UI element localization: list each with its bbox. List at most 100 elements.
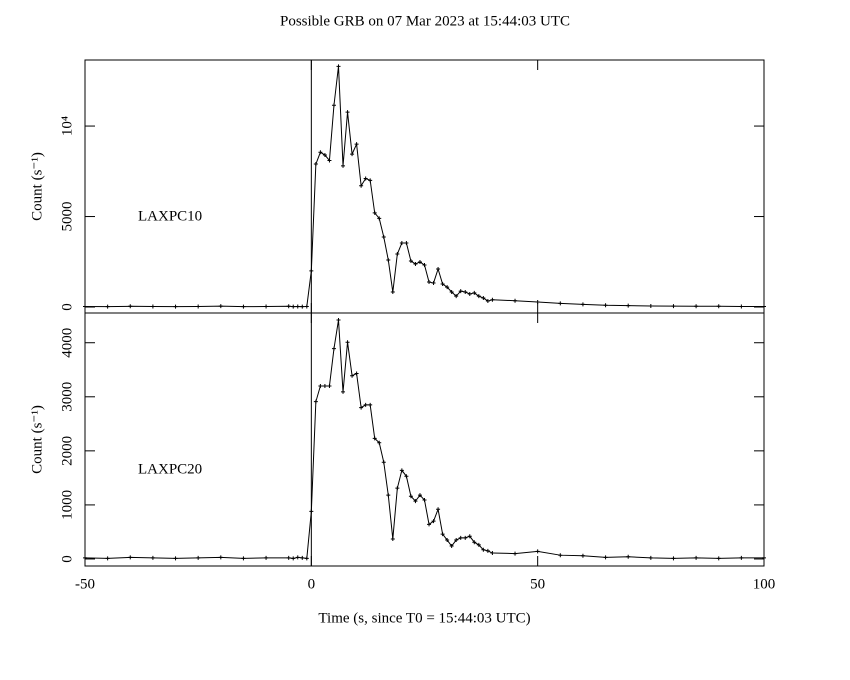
data-point xyxy=(150,555,155,560)
data-point xyxy=(445,285,450,290)
data-point xyxy=(291,304,296,309)
data-point xyxy=(417,259,422,264)
data-point xyxy=(694,304,699,309)
data-point xyxy=(445,538,450,543)
data-point xyxy=(295,555,300,560)
data-point xyxy=(264,304,269,309)
data-point xyxy=(485,299,490,304)
data-point xyxy=(173,556,178,561)
data-point xyxy=(386,257,391,262)
data-point xyxy=(671,556,676,561)
data-point xyxy=(408,259,413,264)
plot-frame xyxy=(84,312,765,567)
data-point xyxy=(431,519,436,524)
data-point xyxy=(463,290,468,295)
y-tick-label: 0 xyxy=(59,303,75,311)
data-point xyxy=(558,301,563,306)
data-point xyxy=(105,304,110,309)
data-point xyxy=(345,340,350,345)
data-point xyxy=(762,304,766,309)
data-point xyxy=(105,556,110,561)
data-point xyxy=(218,555,223,560)
data-point xyxy=(481,547,486,552)
data-point xyxy=(327,383,332,388)
data-point xyxy=(472,290,477,295)
data-point xyxy=(490,551,495,556)
data-point xyxy=(476,294,481,299)
data-point xyxy=(304,556,309,561)
data-point xyxy=(350,373,355,378)
data-point xyxy=(286,555,291,560)
y-tick-label: 2000 xyxy=(59,436,75,466)
data-point xyxy=(739,304,744,309)
data-point xyxy=(404,240,409,245)
data-point xyxy=(359,405,364,410)
data-point xyxy=(626,303,631,308)
data-point xyxy=(408,494,413,499)
data-point xyxy=(648,303,653,308)
y-axis-label: Count (s⁻¹) xyxy=(29,405,45,474)
data-point xyxy=(372,436,377,441)
data-point xyxy=(331,103,336,108)
data-point xyxy=(458,535,463,540)
data-point xyxy=(671,304,676,309)
data-point xyxy=(309,268,314,273)
y-tick-label: 5000 xyxy=(59,202,75,232)
data-point xyxy=(368,178,373,183)
data-point xyxy=(454,538,459,543)
data-point xyxy=(241,304,246,309)
y-tick-label: 10⁴ xyxy=(59,116,75,136)
data-point xyxy=(648,555,653,560)
data-point xyxy=(336,64,341,69)
data-point xyxy=(513,551,518,556)
data-point xyxy=(309,509,314,514)
data-point xyxy=(458,289,463,294)
data-point xyxy=(300,555,305,560)
data-point xyxy=(440,282,445,287)
data-line xyxy=(84,66,764,308)
data-point xyxy=(762,555,766,560)
data-point xyxy=(173,304,178,309)
data-point xyxy=(440,532,445,537)
data-point xyxy=(413,499,418,504)
x-tick-label: 0 xyxy=(308,576,316,592)
data-point xyxy=(313,162,318,167)
x-tick-label: 50 xyxy=(530,576,545,592)
data-point xyxy=(694,555,699,560)
data-point xyxy=(399,468,404,473)
data-point xyxy=(368,402,373,407)
data-point xyxy=(381,460,386,465)
data-point xyxy=(427,280,432,285)
data-point xyxy=(377,440,382,445)
data-point xyxy=(467,534,472,539)
data-point xyxy=(341,389,346,394)
data-point xyxy=(395,252,400,257)
data-point xyxy=(454,294,459,299)
data-point xyxy=(218,304,223,309)
data-point xyxy=(354,371,359,376)
x-axis-label: Time (s, since T0 = 15:44:03 UTC) xyxy=(318,610,530,626)
data-point xyxy=(83,304,87,309)
data-point xyxy=(449,543,454,548)
annotation: LAXPC10 xyxy=(138,208,202,224)
data-point xyxy=(481,295,486,300)
data-point xyxy=(318,150,323,155)
data-point xyxy=(399,240,404,245)
data-point xyxy=(300,304,305,309)
data-point xyxy=(327,158,332,163)
data-point xyxy=(422,263,427,268)
data-point xyxy=(472,540,477,545)
data-point xyxy=(390,536,395,541)
data-point xyxy=(422,498,427,503)
y-tick-label: 1000 xyxy=(59,490,75,520)
data-point xyxy=(449,290,454,295)
data-point xyxy=(363,176,368,181)
data-point xyxy=(83,555,87,560)
data-point xyxy=(322,383,327,388)
x-tick-label: -50 xyxy=(75,576,95,592)
y-tick-label: 0 xyxy=(59,555,75,563)
data-point xyxy=(150,304,155,309)
data-point xyxy=(626,554,631,559)
